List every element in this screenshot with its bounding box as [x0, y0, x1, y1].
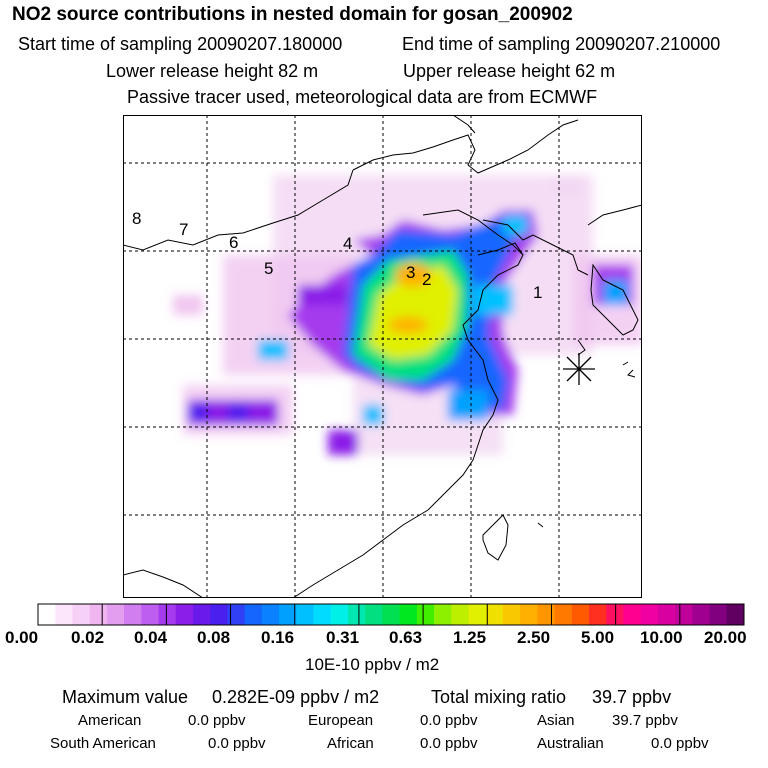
- colorbar-cell: [571, 604, 590, 625]
- region-american-label: American: [78, 712, 142, 729]
- colorbar-tick-6: 0.63: [389, 628, 423, 647]
- upper-release-height: Upper release height 62 m: [403, 61, 616, 81]
- colorbar-cell: [227, 604, 246, 625]
- colorbar-cell: [485, 604, 504, 625]
- total-mixing-ratio-value: 39.7 ppbv: [592, 687, 672, 707]
- colorbar-cell: [365, 604, 383, 625]
- colorbar-cell: [382, 604, 401, 625]
- coastlines: [123, 115, 642, 598]
- colorbar-cell: [606, 604, 624, 625]
- colorbar-cell: [296, 604, 315, 625]
- region-african-value: 0.0 ppbv: [420, 735, 478, 752]
- colorbar-cell: [416, 604, 435, 625]
- colorbar-cell: [537, 604, 556, 625]
- map-frame: [123, 115, 642, 598]
- colorbar-tick-1: 0.02: [71, 628, 105, 647]
- region-label-1: 1: [533, 283, 542, 302]
- region-label-5: 5: [264, 259, 273, 278]
- colorbar-cell: [451, 604, 469, 625]
- colorbar-tick-7: 1.25: [453, 628, 487, 647]
- region-australian-value: 0.0 ppbv: [651, 735, 709, 752]
- region-european-value: 0.0 ppbv: [420, 712, 478, 729]
- colorbar-cell: [175, 604, 194, 625]
- colorbar-cell: [158, 604, 177, 625]
- region-australian-label: Australian: [537, 735, 604, 752]
- colorbar-cell: [502, 604, 521, 625]
- lat-lon-grid: [123, 115, 642, 598]
- colorbar: [37, 603, 745, 626]
- asterisk-icon: [563, 353, 595, 385]
- start-time: Start time of sampling 20090207.180000: [18, 34, 343, 54]
- colorbar-cell: [244, 604, 263, 625]
- concentration-field: [173, 175, 642, 455]
- colorbar-cell: [434, 604, 452, 625]
- region-south-american-label: South American: [50, 735, 156, 752]
- region-asian-value: 39.7 ppbv: [612, 712, 678, 729]
- region-asian-label: Asian: [537, 712, 575, 729]
- max-value-label: Maximum value: [62, 687, 189, 707]
- colorbar-tick-3: 0.08: [197, 628, 231, 647]
- total-mixing-ratio-label: Total mixing ratio: [431, 687, 567, 707]
- region-label-2: 2: [422, 270, 431, 289]
- colorbar-unit: 10E-10 ppbv / m2: [305, 655, 440, 674]
- colorbar-cell: [623, 604, 642, 625]
- colorbar-cell: [347, 604, 366, 625]
- colorbar-cell: [106, 604, 125, 625]
- colorbar-tick-11: 20.00: [704, 628, 747, 647]
- colorbar-cell: [589, 604, 607, 625]
- colorbar-cell: [726, 604, 745, 625]
- colorbar-cell: [330, 604, 349, 625]
- colorbar-cell: [657, 604, 676, 625]
- colorbar-tick-4: 0.16: [261, 628, 295, 647]
- colorbar-tick-5: 0.31: [326, 628, 360, 647]
- region-american-value: 0.0 ppbv: [188, 712, 246, 729]
- colorbar-cell: [124, 604, 142, 625]
- colorbar-cell: [261, 604, 280, 625]
- colorbar-cell: [640, 604, 659, 625]
- region-european-label: European: [308, 712, 374, 729]
- colorbar-cell: [89, 604, 108, 625]
- max-value: 0.282E-09 ppbv / m2: [212, 687, 380, 707]
- colorbar-ticks: [37, 603, 745, 626]
- colorbar-cell: [141, 604, 160, 625]
- colorbar-tick-2: 0.04: [134, 628, 168, 647]
- model-note: Passive tracer used, meteorological data…: [127, 87, 598, 107]
- colorbar-cell: [38, 604, 56, 625]
- colorbar-tick-9: 5.00: [581, 628, 615, 647]
- colorbar-cell: [554, 604, 573, 625]
- region-label-4: 4: [343, 234, 352, 253]
- colorbar-cell: [709, 604, 728, 625]
- region-label-3: 3: [406, 263, 415, 282]
- colorbar-cell: [313, 604, 332, 625]
- plot-title: NO2 source contributions in nested domai…: [12, 4, 573, 25]
- colorbar-cell: [210, 604, 228, 625]
- source-contribution-map: 1 2 3 4 5 6 7 8: [123, 115, 642, 598]
- lower-release-height: Lower release height 82 m: [106, 61, 319, 81]
- region-south-american-value: 0.0 ppbv: [208, 735, 266, 752]
- colorbar-tick-0: 0.00: [5, 628, 39, 647]
- colorbar-tick-8: 2.50: [517, 628, 551, 647]
- region-african-label: African: [327, 735, 374, 752]
- end-time: End time of sampling 20090207.210000: [402, 34, 721, 54]
- colorbar-cell: [279, 604, 297, 625]
- colorbar-cell: [55, 604, 73, 625]
- colorbar-cells: [38, 604, 745, 625]
- colorbar-cell: [520, 604, 538, 625]
- region-label-8: 8: [132, 209, 141, 228]
- colorbar-cell: [468, 604, 487, 625]
- colorbar-cell: [192, 604, 211, 625]
- region-label-6: 6: [229, 233, 238, 252]
- region-label-7: 7: [179, 220, 188, 239]
- colorbar-tick-10: 10.00: [640, 628, 683, 647]
- colorbar-cell: [399, 604, 418, 625]
- colorbar-cell: [675, 604, 693, 625]
- colorbar-cell: [72, 604, 91, 625]
- colorbar-cell: [692, 604, 711, 625]
